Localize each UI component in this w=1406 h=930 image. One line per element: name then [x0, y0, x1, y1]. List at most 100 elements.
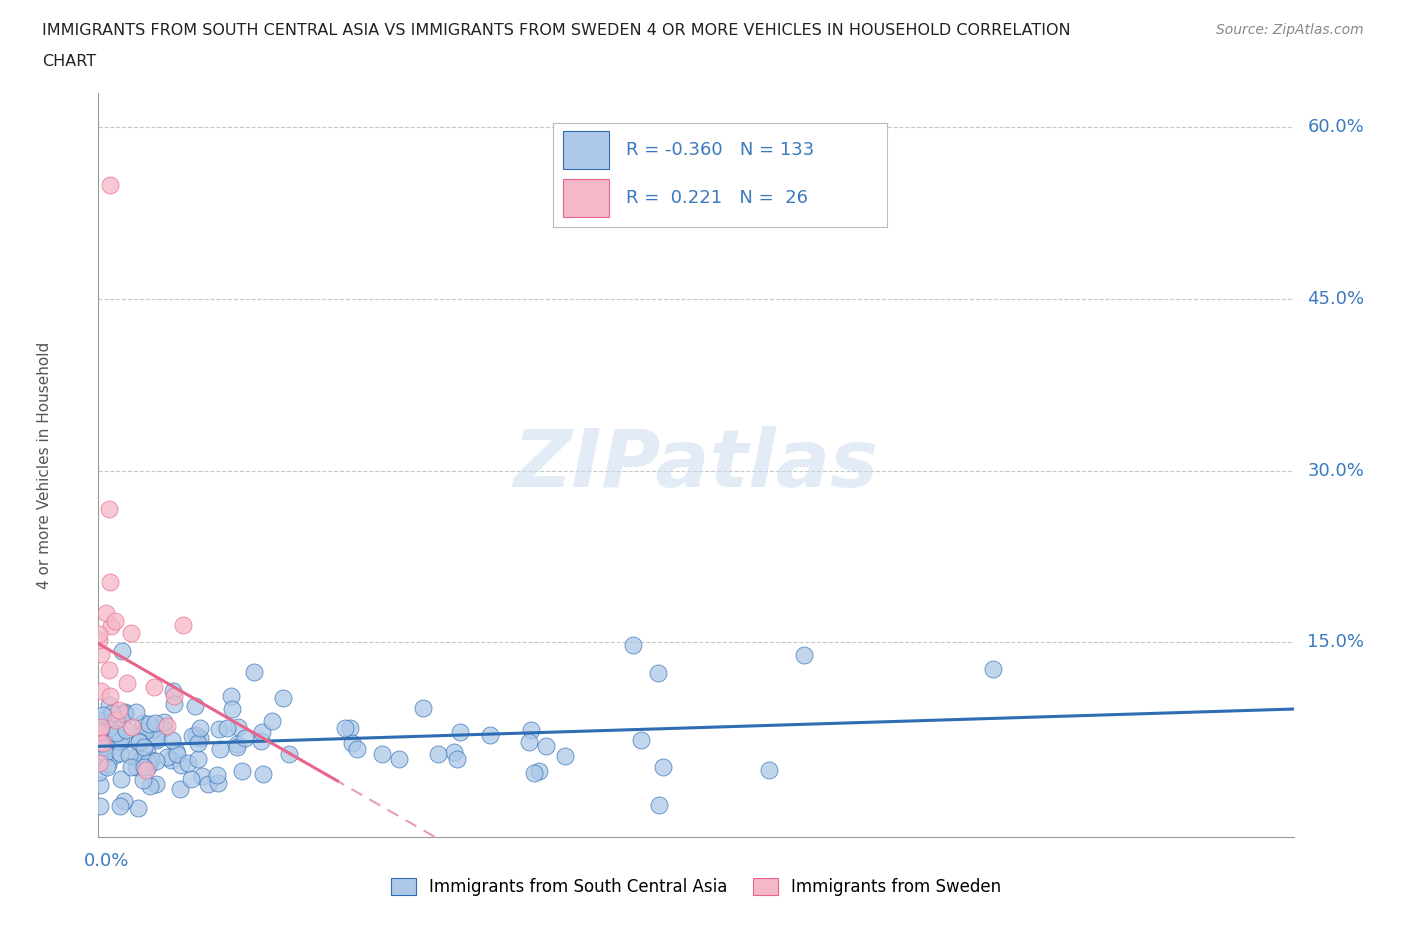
Point	[163, 688, 186, 703]
Point	[103, 724, 125, 739]
Point	[371, 747, 394, 762]
Point	[250, 724, 273, 739]
Point	[108, 736, 131, 751]
Point	[162, 684, 184, 698]
Point	[114, 708, 136, 723]
Point	[208, 741, 231, 756]
Text: 4 or more Vehicles in Household: 4 or more Vehicles in Household	[37, 341, 52, 589]
Point	[90, 721, 112, 736]
Point	[90, 647, 112, 662]
Point	[273, 691, 295, 706]
Point	[517, 735, 540, 750]
Point	[145, 777, 167, 791]
Point	[97, 698, 120, 712]
Point	[523, 765, 546, 780]
Point	[446, 751, 468, 766]
Point	[339, 720, 361, 735]
Point	[136, 745, 159, 760]
Point	[135, 762, 157, 777]
Point	[118, 748, 141, 763]
Point	[87, 724, 110, 739]
Point	[215, 720, 238, 735]
Point	[346, 741, 368, 756]
Point	[143, 679, 166, 694]
Point	[128, 735, 150, 750]
Point	[479, 727, 502, 742]
Point	[188, 721, 211, 736]
Point	[104, 613, 127, 628]
Point	[110, 799, 132, 814]
Point	[191, 768, 214, 783]
Point	[93, 714, 115, 729]
Point	[160, 753, 183, 768]
Point	[793, 647, 815, 662]
Point	[647, 666, 669, 681]
Point	[262, 713, 284, 728]
Point	[91, 739, 114, 754]
Point	[89, 778, 111, 793]
Point	[278, 747, 301, 762]
Point	[94, 605, 117, 620]
Text: IMMIGRANTS FROM SOUTH CENTRAL ASIA VS IMMIGRANTS FROM SWEDEN 4 OR MORE VEHICLES : IMMIGRANTS FROM SOUTH CENTRAL ASIA VS IM…	[42, 23, 1071, 38]
Point	[758, 763, 780, 777]
Point	[156, 719, 179, 734]
Point	[388, 752, 411, 767]
Point	[520, 723, 543, 737]
Point	[249, 734, 271, 749]
Point	[131, 751, 153, 766]
Text: Source: ZipAtlas.com: Source: ZipAtlas.com	[1216, 23, 1364, 37]
Point	[225, 740, 247, 755]
Point	[146, 732, 169, 747]
Point	[187, 735, 209, 750]
Point	[96, 715, 118, 730]
Point	[134, 724, 156, 738]
Text: 45.0%: 45.0%	[1308, 290, 1365, 308]
Point	[981, 662, 1004, 677]
Point	[152, 720, 174, 735]
Point	[100, 575, 122, 590]
Point	[114, 705, 136, 720]
Point	[114, 723, 136, 737]
Point	[252, 766, 274, 781]
Point	[180, 728, 202, 743]
Point	[112, 793, 135, 808]
Point	[115, 675, 138, 690]
Point	[142, 722, 165, 737]
Point	[104, 725, 127, 740]
Point	[208, 722, 231, 737]
Point	[89, 799, 111, 814]
Point	[187, 751, 209, 766]
Point	[96, 757, 118, 772]
Legend: Immigrants from South Central Asia, Immigrants from Sweden: Immigrants from South Central Asia, Immi…	[384, 871, 1008, 903]
Point	[143, 716, 166, 731]
Point	[110, 772, 132, 787]
Point	[177, 755, 200, 770]
Point	[97, 501, 120, 516]
Point	[205, 767, 228, 782]
Point	[155, 750, 177, 764]
Text: 60.0%: 60.0%	[1308, 118, 1364, 137]
Point	[108, 703, 131, 718]
Point	[93, 739, 115, 754]
Point	[125, 705, 148, 720]
Text: 30.0%: 30.0%	[1308, 461, 1364, 480]
Point	[107, 733, 129, 748]
Point	[426, 747, 449, 762]
Text: ZIPatlas: ZIPatlas	[513, 426, 879, 504]
Point	[121, 720, 143, 735]
Point	[127, 801, 149, 816]
Point	[136, 759, 159, 774]
Point	[207, 776, 229, 790]
Point	[87, 633, 110, 648]
Point	[98, 720, 121, 735]
Point	[100, 705, 122, 720]
Point	[98, 689, 121, 704]
Point	[91, 735, 114, 750]
Point	[621, 638, 644, 653]
Point	[170, 758, 193, 773]
Text: CHART: CHART	[42, 54, 96, 69]
Text: 15.0%: 15.0%	[1308, 633, 1364, 651]
Point	[110, 730, 132, 745]
Point	[94, 746, 117, 761]
Point	[412, 700, 434, 715]
